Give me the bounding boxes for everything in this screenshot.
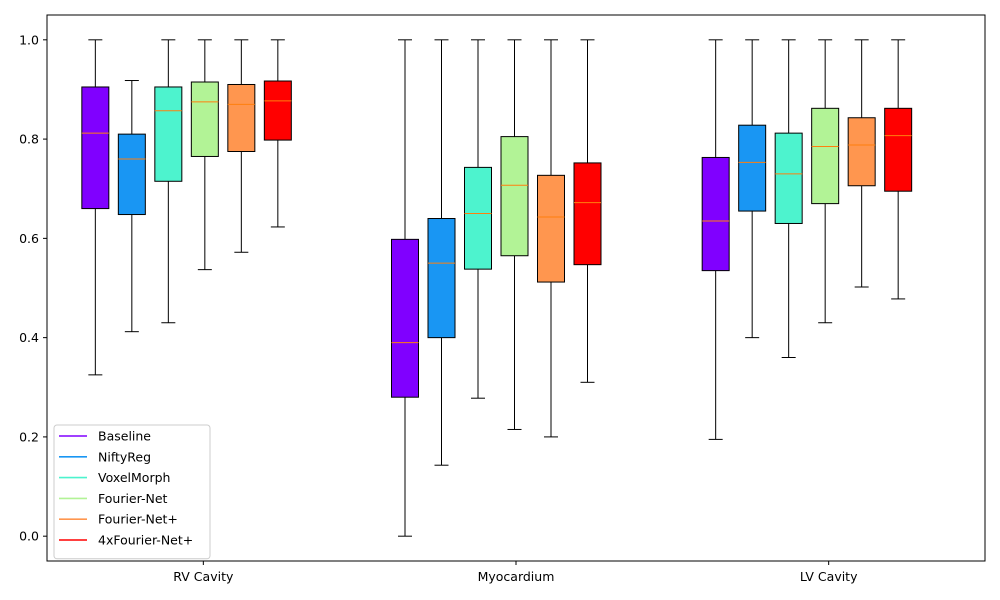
box-fourier-net--rv-cavity: [227, 39, 256, 253]
box-body: [81, 86, 110, 210]
y-tick-label: 0.2: [19, 429, 39, 444]
box-body: [738, 124, 767, 212]
box-fourier-net-myocardium: [500, 39, 529, 430]
box-baseline-rv-cavity: [81, 39, 110, 376]
x-axis: RV Cavity Myocardium LV Cavity: [173, 561, 858, 584]
box-voxelmorph-myocardium: [464, 39, 492, 399]
legend-box: [53, 424, 211, 560]
legend-label: Fourier-Net: [98, 491, 168, 506]
box-voxelmorph-lv-cavity: [774, 39, 803, 358]
y-axis: 0.0 0.2 0.4 0.6 0.8 1.0: [19, 32, 47, 544]
box-baseline-myocardium: [391, 39, 419, 537]
legend: Baseline NiftyReg VoxelMorph Fourier-Net Fou…: [53, 424, 211, 560]
x-tick-label: LV Cavity: [800, 569, 858, 584]
box-body: [537, 174, 565, 283]
boxes-layer: [81, 39, 913, 537]
box-niftyreg-rv-cavity: [117, 80, 146, 333]
box-body: [154, 86, 183, 182]
legend-label: NiftyReg: [98, 449, 151, 464]
box-body: [701, 156, 730, 272]
legend-label: VoxelMorph: [98, 470, 170, 485]
box-body: [500, 136, 529, 257]
y-tick-label: 0.8: [19, 132, 39, 147]
box-4xfourier-net--rv-cavity: [263, 39, 292, 228]
y-tick-label: 1.0: [19, 32, 39, 47]
box-fourier-net--lv-cavity: [847, 39, 876, 288]
box-voxelmorph-rv-cavity: [154, 39, 183, 324]
box-body: [190, 81, 219, 157]
legend-label: Baseline: [98, 429, 151, 444]
y-tick-label: 0.0: [19, 529, 39, 544]
legend-label: 4xFourier-Net+: [98, 533, 193, 548]
y-tick-label: 0.6: [19, 231, 39, 246]
box-body: [427, 218, 456, 339]
x-tick-label: RV Cavity: [173, 569, 234, 584]
box-fourier-net-rv-cavity: [190, 39, 219, 271]
box-niftyreg-myocardium: [427, 39, 456, 466]
box-body: [573, 162, 602, 266]
box-body: [847, 117, 876, 187]
box-body: [774, 132, 803, 224]
box-body: [391, 238, 419, 398]
box-fourier-net--myocardium: [537, 39, 565, 438]
box-baseline-lv-cavity: [701, 39, 730, 440]
legend-label: Fourier-Net+: [98, 512, 178, 527]
box-body: [884, 107, 913, 192]
box-body: [811, 107, 840, 205]
y-tick-label: 0.4: [19, 330, 39, 345]
box-4xfourier-net--myocardium: [573, 39, 602, 383]
x-tick-label: Myocardium: [478, 569, 555, 584]
box-4xfourier-net--lv-cavity: [884, 39, 913, 300]
box-body: [464, 166, 492, 270]
box-body: [117, 133, 146, 216]
box-fourier-net-lv-cavity: [811, 39, 840, 324]
box-niftyreg-lv-cavity: [738, 39, 767, 339]
box-body: [263, 80, 292, 141]
box-body: [227, 83, 256, 152]
